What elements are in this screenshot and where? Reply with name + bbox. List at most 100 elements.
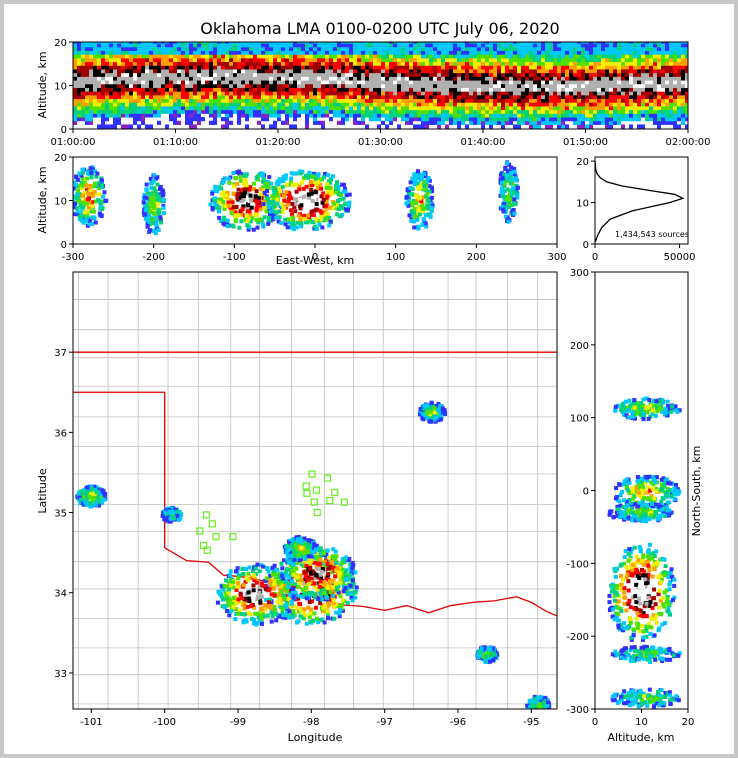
time-altitude-cell: [509, 54, 513, 59]
time-altitude-cell: [513, 83, 517, 88]
time-altitude-cell: [101, 102, 105, 107]
time-altitude-cell: [433, 65, 437, 70]
time-altitude-cell: [569, 83, 573, 88]
time-altitude-cell: [241, 57, 245, 63]
time-altitude-cell: [609, 120, 613, 125]
time-altitude-cell: [421, 91, 425, 96]
time-altitude-cell: [309, 61, 313, 66]
time-altitude-cell: [153, 113, 157, 118]
altitude-histogram-axes-box: [594, 156, 689, 245]
time-altitude-cell: [457, 50, 461, 55]
time-altitude-cell: [257, 87, 261, 92]
time-altitude-cell: [637, 109, 641, 114]
time-altitude-cell: [417, 46, 421, 51]
time-altitude-cell: [245, 83, 249, 88]
time-altitude-cell: [685, 109, 688, 114]
time-altitude-cell: [533, 57, 537, 63]
time-altitude-cell: [105, 46, 109, 51]
ew-cluster-cell: [74, 206, 79, 211]
time-altitude-cell: [637, 83, 641, 88]
time-altitude-cell: [77, 54, 81, 59]
time-altitude-cell: [617, 76, 621, 81]
plan-cluster-cell: [351, 582, 356, 587]
time-altitude-cell: [85, 102, 89, 107]
time-altitude-cell: [645, 102, 649, 107]
time-altitude-cell: [417, 113, 421, 118]
time-altitude-cell: [289, 124, 293, 129]
time-altitude-cell: [217, 80, 221, 85]
time-altitude-cell: [241, 105, 245, 111]
time-altitude-cell: [133, 72, 137, 77]
time-altitude-cell: [281, 43, 285, 48]
time-altitude-cell: [225, 102, 229, 107]
time-altitude-cell: [421, 61, 425, 66]
time-altitude-cell: [469, 76, 473, 81]
ew-cluster-cell: [93, 199, 98, 204]
time-altitude-cell: [385, 54, 389, 59]
plan-cluster-cell: [302, 561, 307, 566]
ew-cluster-cell: [502, 181, 507, 186]
time-altitude-cell: [165, 109, 169, 114]
time-altitude-cell: [197, 42, 201, 44]
time-altitude-cell: [657, 87, 661, 92]
time-altitude-cell: [581, 91, 585, 96]
time-altitude-cell: [497, 102, 501, 107]
time-altitude-cell: [681, 102, 685, 107]
time-altitude-cell: [293, 102, 297, 107]
time-altitude-cell: [669, 43, 673, 48]
ew-cluster-cell: [222, 190, 227, 195]
time-altitude-cell: [221, 83, 225, 88]
time-altitude-cell: [489, 68, 493, 74]
time-altitude-cell: [545, 65, 549, 70]
ew-cluster-cell: [297, 184, 302, 189]
time-altitude-cell: [449, 102, 453, 107]
ew-cluster-cell: [222, 217, 227, 222]
time-tick-label: 01:40:00: [461, 137, 506, 148]
time-altitude-cell: [489, 54, 493, 59]
time-altitude-cell: [577, 80, 581, 85]
time-altitude-cell: [277, 43, 281, 48]
time-altitude-cell: [641, 109, 645, 114]
time-altitude-cell: [109, 42, 113, 44]
time-altitude-cell: [329, 43, 333, 48]
time-altitude-cell: [557, 61, 561, 66]
time-altitude-cell: [561, 87, 565, 92]
time-altitude-cell: [209, 105, 213, 111]
time-altitude-cell: [381, 87, 385, 92]
time-altitude-cell: [617, 65, 621, 70]
ew-cluster-cell: [271, 213, 276, 218]
ew-cluster-cell: [282, 198, 287, 203]
ew-cluster-cell: [285, 203, 290, 208]
time-altitude-cell: [169, 98, 173, 103]
time-altitude-cell: [657, 80, 661, 85]
time-altitude-cell: [485, 54, 489, 59]
time-altitude-cell: [273, 105, 277, 111]
time-altitude-cell: [261, 68, 265, 74]
ew-cluster-cell: [406, 199, 411, 204]
time-altitude-cell: [489, 91, 493, 96]
ew-cluster-cell: [84, 183, 89, 188]
time-altitude-cell: [633, 72, 637, 77]
time-altitude-cell: [229, 87, 233, 92]
time-altitude-cell: [585, 80, 589, 85]
time-altitude-cell: [181, 72, 185, 77]
time-altitude-cell: [169, 105, 173, 111]
time-altitude-cell: [129, 102, 133, 107]
time-altitude-cell: [685, 98, 688, 103]
time-altitude-cell: [573, 68, 577, 74]
time-altitude-cell: [317, 87, 321, 92]
time-altitude-cell: [565, 68, 569, 74]
time-altitude-cell: [269, 76, 273, 81]
time-altitude-cell: [325, 57, 329, 63]
time-altitude-cell: [353, 42, 357, 44]
ew-cluster-cell: [261, 224, 266, 229]
time-altitude-cell: [533, 65, 537, 70]
time-altitude-cell: [177, 65, 181, 70]
ew-cluster-cell: [302, 213, 307, 218]
time-altitude-cell: [93, 61, 97, 66]
time-altitude-cell: [101, 68, 105, 74]
time-altitude-cell: [313, 42, 317, 44]
time-altitude-cell: [429, 80, 433, 85]
time-altitude-cell: [525, 105, 529, 111]
